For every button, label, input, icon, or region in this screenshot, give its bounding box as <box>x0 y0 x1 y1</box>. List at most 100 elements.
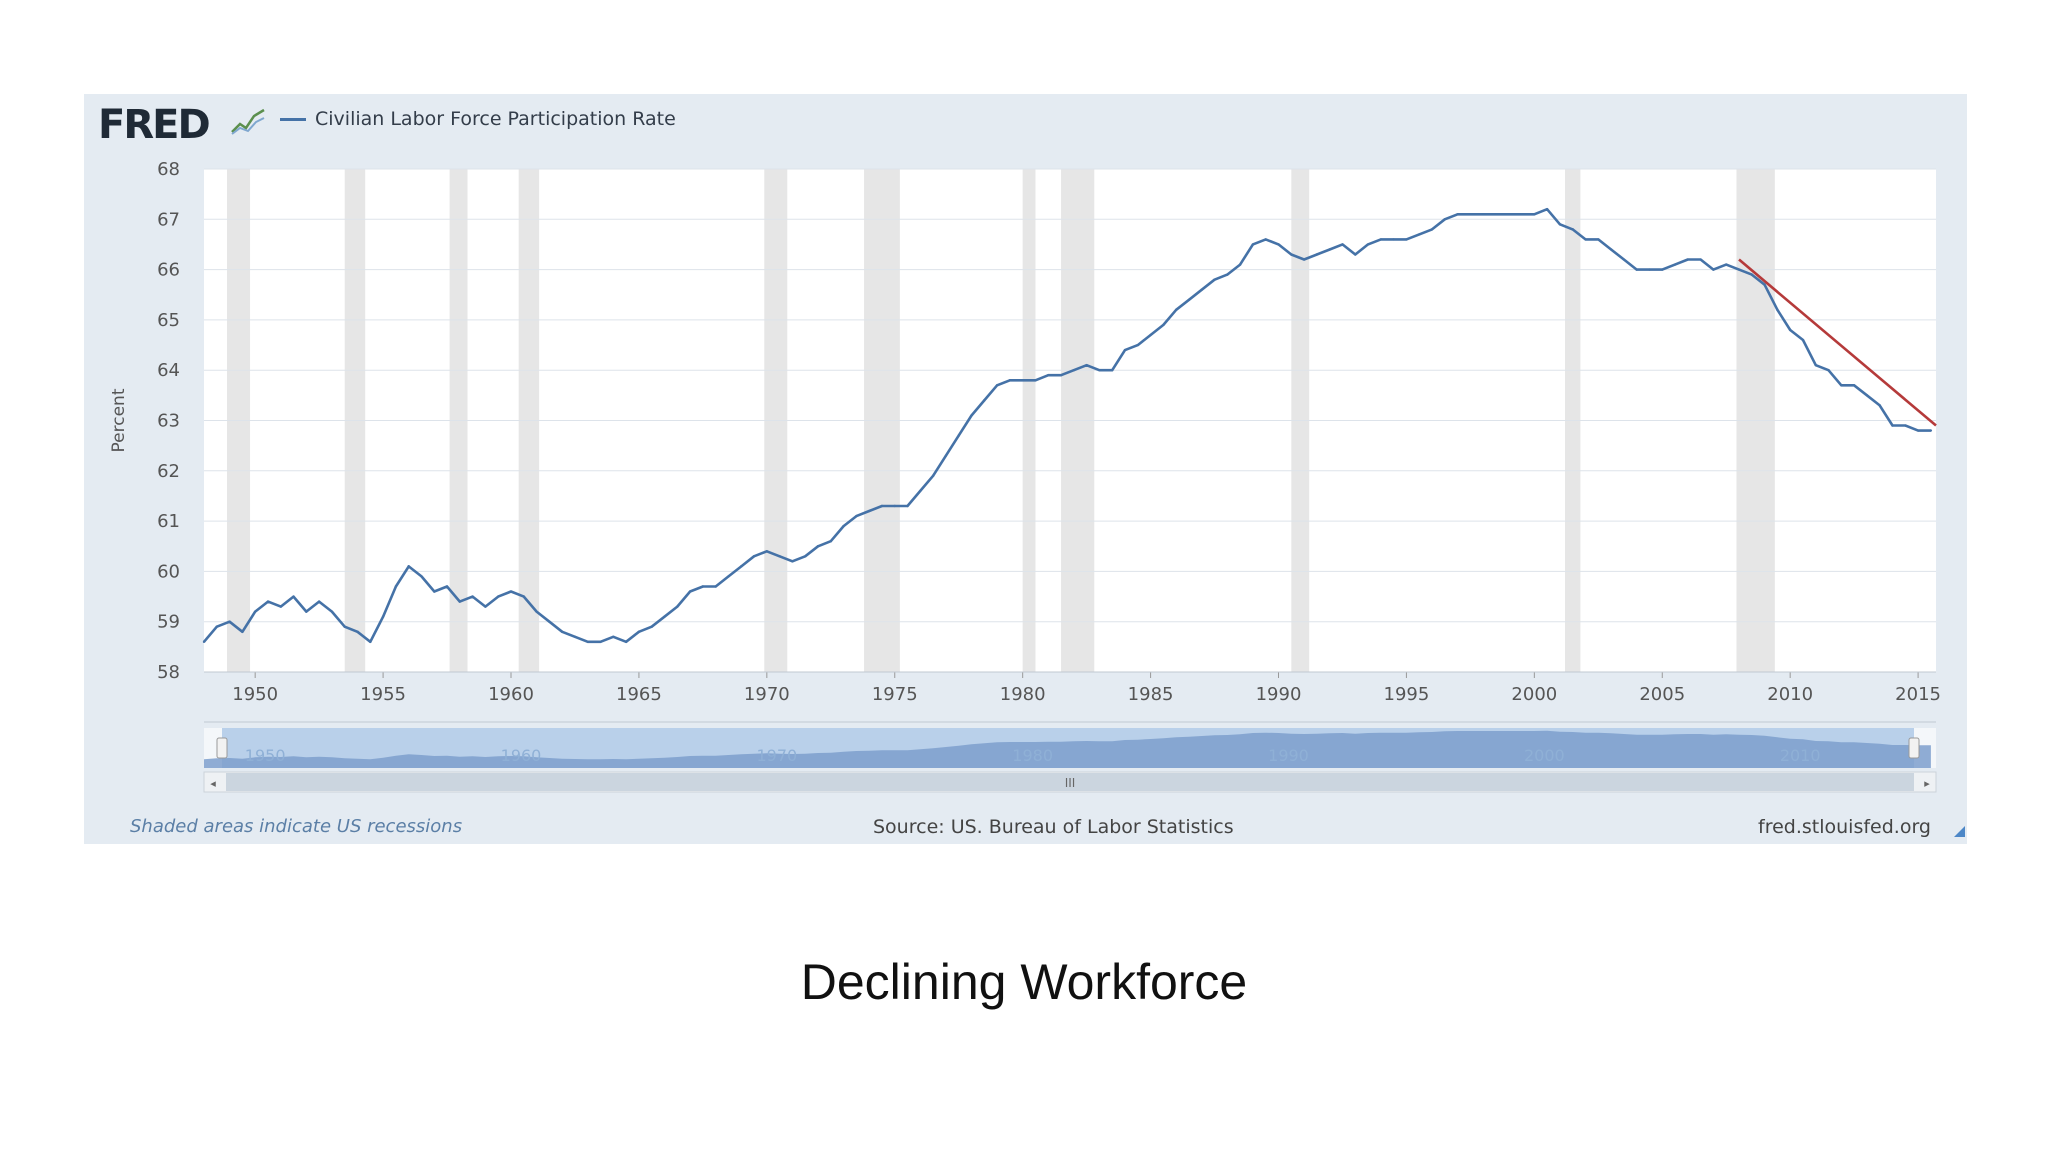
x-tick-label: 1975 <box>872 684 918 705</box>
data-point <box>471 595 474 598</box>
data-point <box>1162 323 1165 327</box>
data-point <box>816 545 820 548</box>
x-tick-label: 1980 <box>1000 684 1046 705</box>
data-point <box>701 585 705 588</box>
chart-legend[interactable]: Civilian Labor Force Participation Rate <box>280 108 676 130</box>
data-point <box>676 605 679 608</box>
data-point <box>829 540 832 543</box>
data-point <box>279 605 282 608</box>
data-point <box>1814 363 1817 367</box>
data-point <box>560 630 564 633</box>
data-point <box>1571 228 1574 231</box>
data-point <box>855 514 858 518</box>
data-point <box>1085 363 1088 367</box>
data-point <box>1686 258 1690 261</box>
navigator-year-label: 2000 <box>1524 746 1565 765</box>
scroll-left-arrow-icon[interactable]: ◂ <box>210 777 216 790</box>
y-tick-label: 65 <box>157 310 180 331</box>
data-point <box>1737 268 1741 271</box>
data-point <box>1366 243 1370 246</box>
data-point <box>1878 404 1881 407</box>
navigator-year-label: 1990 <box>1268 746 1309 765</box>
site-link[interactable]: fred.stlouisfed.org <box>1758 816 1931 838</box>
data-point <box>1174 308 1178 312</box>
data-point <box>1494 213 1498 216</box>
data-point <box>1008 379 1012 382</box>
data-point <box>1801 338 1805 342</box>
data-point <box>1290 253 1293 256</box>
data-point <box>1341 243 1344 246</box>
chart-panel: 58 59 60 61 62 63 64 65 66 67 68 Percent 1950 1955 196… <box>84 94 1967 844</box>
data-point <box>650 625 653 628</box>
data-point <box>369 640 372 644</box>
scroll-right-arrow-icon[interactable]: ▸ <box>1924 777 1930 790</box>
line-graph-icon <box>230 106 266 136</box>
data-point <box>1533 213 1536 216</box>
x-tick-label: 2010 <box>1767 684 1813 705</box>
data-point <box>1047 374 1050 377</box>
data-point <box>573 635 577 638</box>
data-point <box>867 509 871 513</box>
data-point <box>893 504 896 508</box>
data-point <box>727 575 730 578</box>
navigator-handle-left[interactable] <box>216 737 228 759</box>
scrollbar-thumb[interactable] <box>226 773 1914 791</box>
data-point <box>1725 263 1728 266</box>
data-point <box>612 635 615 638</box>
data-point <box>1673 263 1677 266</box>
resize-handle-icon[interactable] <box>1954 826 1965 837</box>
data-point <box>1072 369 1076 372</box>
navigator-handle-right[interactable] <box>1908 737 1920 759</box>
x-tick-label: 2000 <box>1511 684 1557 705</box>
y-tick-label: 62 <box>157 461 180 482</box>
data-point <box>970 414 973 417</box>
data-point <box>1929 429 1933 432</box>
data-point <box>548 620 551 623</box>
data-point <box>1456 213 1459 216</box>
data-point <box>740 565 743 568</box>
data-point <box>1840 384 1843 387</box>
data-point <box>317 600 321 603</box>
y-tick-label: 64 <box>157 360 180 381</box>
data-point <box>1277 243 1280 246</box>
data-point <box>1226 273 1229 276</box>
recession-note: Shaded areas indicate US recessions <box>130 816 463 837</box>
data-point <box>292 595 295 598</box>
data-point <box>1827 369 1830 372</box>
data-point <box>1430 228 1434 231</box>
y-tick-label: 68 <box>157 159 180 180</box>
data-point <box>1200 288 1203 291</box>
data-point <box>1315 253 1319 256</box>
data-point <box>1328 248 1331 251</box>
data-point <box>1443 218 1446 221</box>
data-point <box>931 474 935 478</box>
data-point <box>1392 238 1395 241</box>
data-point <box>1661 268 1664 271</box>
source-note: Source: US. Bureau of Labor Statistics <box>873 816 1234 838</box>
data-point <box>1264 238 1267 241</box>
y-tick-label: 67 <box>157 209 180 230</box>
slide-title: Declining Workforce <box>800 954 1248 1010</box>
data-point <box>1520 213 1523 216</box>
x-tick-label: 2015 <box>1895 684 1941 705</box>
data-point <box>1648 268 1651 271</box>
data-point <box>330 610 334 613</box>
data-point <box>906 504 909 508</box>
data-point <box>1750 273 1753 276</box>
data-point <box>1469 213 1472 216</box>
data-point <box>1776 308 1779 312</box>
data-point <box>752 555 756 558</box>
data-point <box>1865 394 1869 397</box>
data-point <box>433 590 436 593</box>
data-point <box>714 585 717 588</box>
data-point <box>202 640 206 644</box>
data-point <box>407 565 410 568</box>
data-point <box>458 600 462 603</box>
data-point <box>1481 213 1485 216</box>
navigator-year-label: 1970 <box>756 746 797 765</box>
data-point <box>253 610 257 613</box>
data-point <box>919 489 922 493</box>
data-point <box>1763 283 1766 286</box>
data-point <box>1712 268 1715 271</box>
data-point <box>1123 348 1127 352</box>
